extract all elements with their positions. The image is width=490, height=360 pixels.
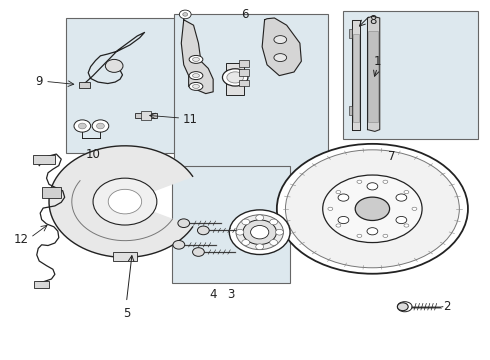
- Bar: [353, 34, 359, 122]
- Bar: [42, 187, 61, 198]
- Circle shape: [229, 210, 290, 255]
- Ellipse shape: [404, 190, 409, 194]
- Ellipse shape: [336, 190, 341, 194]
- Circle shape: [256, 244, 264, 249]
- Ellipse shape: [189, 82, 203, 90]
- Bar: [226, 63, 244, 95]
- Circle shape: [270, 239, 277, 245]
- Circle shape: [173, 240, 185, 249]
- Circle shape: [256, 215, 264, 221]
- Circle shape: [183, 13, 188, 16]
- Bar: [239, 60, 249, 67]
- Circle shape: [93, 178, 157, 225]
- Bar: [174, 14, 328, 182]
- Bar: [368, 31, 378, 122]
- Bar: [239, 80, 249, 86]
- Ellipse shape: [227, 72, 244, 83]
- Polygon shape: [368, 16, 380, 131]
- Bar: [349, 106, 352, 115]
- Text: 12: 12: [13, 233, 28, 246]
- Bar: [343, 11, 478, 139]
- Ellipse shape: [193, 85, 199, 89]
- Circle shape: [74, 120, 91, 132]
- Bar: [33, 155, 55, 164]
- Text: 9: 9: [35, 75, 43, 88]
- Circle shape: [178, 219, 190, 228]
- Ellipse shape: [338, 216, 349, 224]
- Circle shape: [242, 219, 250, 225]
- Ellipse shape: [396, 194, 407, 201]
- Text: 7: 7: [388, 150, 396, 163]
- Ellipse shape: [355, 197, 390, 220]
- Bar: [66, 18, 191, 153]
- Ellipse shape: [328, 207, 333, 211]
- Circle shape: [243, 220, 276, 244]
- Ellipse shape: [338, 194, 349, 201]
- Ellipse shape: [189, 55, 203, 63]
- Circle shape: [242, 239, 250, 245]
- Text: 2: 2: [443, 300, 451, 313]
- Ellipse shape: [274, 36, 287, 44]
- Polygon shape: [262, 18, 301, 76]
- Text: 3: 3: [227, 288, 235, 301]
- Bar: [349, 29, 352, 38]
- Text: 11: 11: [182, 113, 197, 126]
- Circle shape: [97, 123, 104, 129]
- Circle shape: [179, 10, 191, 19]
- Ellipse shape: [222, 69, 248, 86]
- Circle shape: [236, 229, 244, 235]
- Ellipse shape: [357, 180, 362, 183]
- Ellipse shape: [367, 183, 378, 190]
- Text: 5: 5: [122, 307, 130, 320]
- Ellipse shape: [357, 234, 362, 238]
- Text: 4: 4: [209, 288, 217, 301]
- Circle shape: [193, 248, 204, 256]
- Polygon shape: [352, 20, 360, 130]
- Text: 8: 8: [369, 14, 377, 27]
- Bar: [141, 111, 151, 120]
- Bar: [239, 69, 249, 76]
- Text: 1: 1: [373, 55, 381, 68]
- Ellipse shape: [277, 144, 468, 274]
- Ellipse shape: [383, 234, 388, 238]
- Bar: [172, 166, 290, 283]
- Ellipse shape: [336, 224, 341, 227]
- Polygon shape: [181, 20, 213, 94]
- Circle shape: [270, 219, 277, 225]
- Ellipse shape: [274, 54, 287, 62]
- Circle shape: [250, 225, 269, 239]
- Bar: [79, 82, 90, 88]
- Ellipse shape: [383, 180, 388, 183]
- Circle shape: [105, 59, 123, 72]
- Circle shape: [197, 226, 209, 235]
- Ellipse shape: [396, 216, 407, 224]
- Circle shape: [78, 123, 86, 129]
- Ellipse shape: [397, 303, 408, 311]
- Bar: [34, 281, 49, 288]
- Ellipse shape: [412, 207, 417, 211]
- Text: 6: 6: [241, 8, 249, 21]
- Polygon shape: [49, 146, 193, 257]
- Text: 10: 10: [86, 148, 100, 161]
- Ellipse shape: [193, 74, 199, 78]
- Bar: [135, 113, 157, 118]
- Ellipse shape: [193, 57, 199, 62]
- Circle shape: [236, 215, 283, 249]
- Bar: [113, 252, 137, 261]
- Circle shape: [108, 189, 142, 214]
- Ellipse shape: [367, 228, 378, 235]
- Ellipse shape: [323, 175, 422, 243]
- Ellipse shape: [404, 224, 409, 227]
- Circle shape: [92, 120, 109, 132]
- Ellipse shape: [286, 150, 459, 268]
- Circle shape: [275, 229, 283, 235]
- Ellipse shape: [189, 72, 203, 80]
